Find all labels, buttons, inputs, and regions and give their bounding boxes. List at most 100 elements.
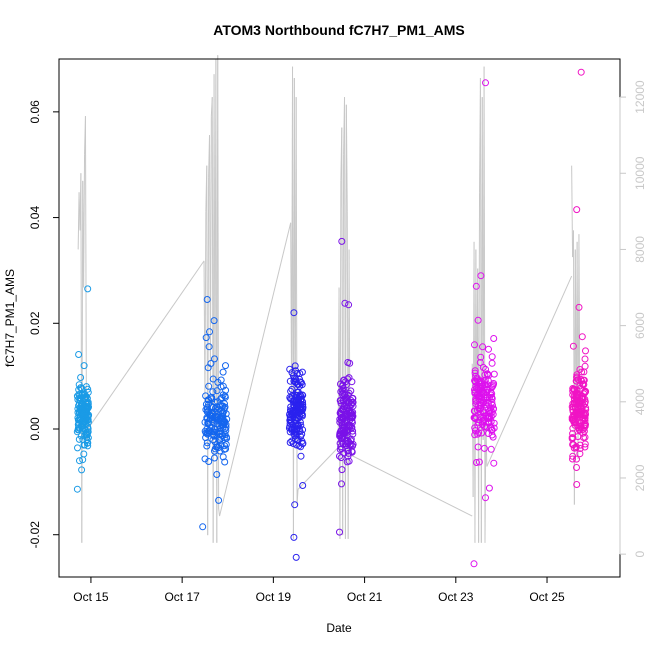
x-tick-label: Oct 25: [529, 590, 565, 604]
data-point: [571, 386, 579, 394]
data-point: [581, 400, 589, 408]
data-point: [80, 409, 88, 417]
data-point: [289, 440, 297, 447]
data-point: [81, 425, 88, 433]
data-point: [489, 381, 497, 389]
data-point-outlier: [577, 68, 585, 76]
data-point: [221, 400, 228, 408]
data-point: [298, 381, 306, 389]
y-axis: -0.02 0.00 0.02 0.04 0.06: [28, 100, 60, 549]
data-point: [344, 447, 352, 454]
data-point: [487, 388, 495, 396]
data-point: [471, 369, 479, 377]
data-point: [474, 430, 482, 438]
x-tick-label: Oct 17: [164, 590, 200, 604]
data-point: [344, 375, 352, 383]
data-point-outlier: [199, 523, 207, 531]
data-point: [581, 440, 589, 448]
data-point: [568, 435, 576, 443]
altitude-segment: [342, 154, 345, 536]
data-point: [345, 457, 353, 465]
data-point: [340, 387, 348, 395]
data-point: [75, 435, 83, 443]
data-point: [470, 407, 478, 415]
data-point: [222, 441, 230, 448]
data-point: [338, 480, 345, 488]
data-point-outlier: [470, 560, 478, 568]
data-point: [574, 393, 582, 401]
data-point: [573, 374, 581, 382]
y-axis-label: fC7H7_PM1_AMS: [3, 269, 17, 367]
data-point: [288, 426, 296, 434]
y-tick-label: 0.02: [28, 311, 42, 335]
data-point: [578, 333, 586, 341]
data-point: [574, 391, 582, 399]
secondary-y-tick-label: 6000: [633, 312, 647, 339]
altitude-segment: [578, 234, 581, 418]
data-point: [338, 406, 346, 413]
data-point: [483, 389, 491, 396]
data-point: [340, 421, 348, 428]
altitude-connector: [350, 454, 473, 517]
data-point: [218, 394, 226, 402]
data-point: [337, 407, 345, 415]
data-point: [286, 413, 294, 421]
data-point: [80, 450, 88, 458]
data-point: [79, 397, 87, 405]
data-point: [477, 353, 485, 361]
data-point: [569, 455, 576, 463]
data-point: [297, 452, 305, 460]
altitude-segment: [483, 66, 486, 543]
altitude-segment: [345, 104, 348, 212]
data-point-outlier: [203, 296, 211, 303]
data-point: [291, 362, 299, 370]
data-point: [338, 437, 346, 445]
data-point: [216, 430, 224, 438]
altitude-segment: [83, 154, 86, 288]
data-point: [576, 441, 584, 449]
data-point: [221, 393, 229, 401]
data-point: [482, 413, 490, 420]
data-point: [297, 406, 305, 414]
data-point: [484, 414, 491, 422]
data-point: [73, 485, 81, 493]
data-point: [347, 401, 355, 409]
data-point: [488, 359, 496, 367]
x-tick-label: Oct 15: [73, 590, 109, 604]
data-point-outlier: [573, 481, 581, 488]
data-point: [220, 434, 228, 442]
data-point-outlier: [210, 317, 218, 325]
data-point: [484, 393, 492, 401]
data-point: [471, 414, 479, 422]
data-point: [287, 403, 295, 411]
data-point: [471, 389, 479, 397]
data-point: [574, 390, 582, 398]
y-tick-label: -0.02: [28, 521, 42, 549]
data-point: [218, 402, 226, 410]
data-point: [347, 412, 355, 420]
data-point: [480, 423, 488, 431]
data-point: [572, 410, 580, 418]
data-point: [572, 377, 580, 385]
data-point: [77, 374, 85, 381]
data-point-outlier: [477, 272, 485, 280]
data-point: [80, 441, 88, 449]
data-point: [337, 397, 345, 405]
data-point: [345, 438, 353, 446]
data-point: [209, 436, 217, 444]
secondary-y-tick-label: 0: [633, 550, 647, 557]
data-point: [487, 445, 495, 453]
data-point: [474, 316, 482, 324]
data-point: [286, 410, 294, 418]
data-point: [337, 454, 345, 462]
altitude-segment: [84, 116, 87, 402]
data-point: [471, 424, 479, 432]
data-point: [219, 453, 227, 461]
altitude-segment: [204, 211, 207, 402]
data-point: [569, 342, 577, 350]
altitude-connector: [297, 447, 339, 490]
data-point: [485, 345, 492, 353]
data-point-outlier: [575, 303, 583, 311]
altitude-segment: [485, 420, 488, 467]
